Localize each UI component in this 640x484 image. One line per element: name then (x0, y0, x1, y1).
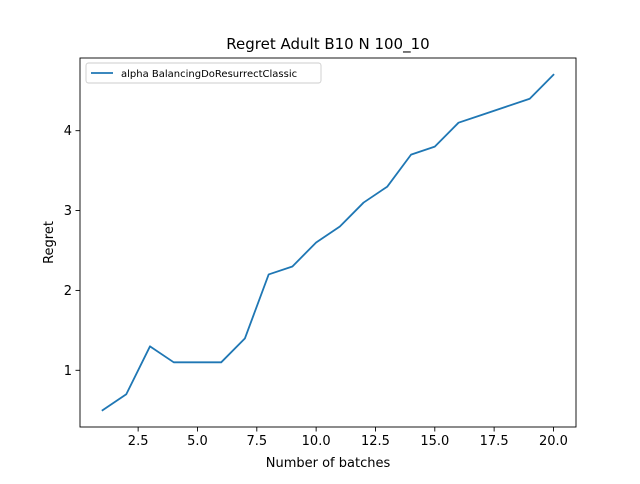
y-tick-label: 1 (64, 364, 72, 379)
x-axis-label: Number of batches (266, 456, 391, 471)
data-point (125, 393, 127, 395)
x-tick-label: 20.0 (539, 434, 568, 449)
x-tick-label: 7.5 (246, 434, 267, 449)
data-point (434, 146, 436, 148)
data-point (505, 106, 507, 108)
y-axis-ticks: 1 2 3 4 (64, 124, 80, 379)
x-tick-label: 17.5 (480, 434, 509, 449)
data-point (197, 361, 199, 363)
data-point (292, 266, 294, 268)
data-point (149, 345, 151, 347)
data-point (553, 74, 555, 76)
x-tick-label: 2.5 (128, 434, 149, 449)
data-point (173, 361, 175, 363)
data-point (410, 154, 412, 156)
data-point (386, 186, 388, 188)
data-point (315, 242, 317, 244)
x-tick-label: 5.0 (187, 434, 208, 449)
series-line-0 (101, 73, 555, 412)
data-point (220, 361, 222, 363)
data-point (339, 226, 341, 228)
plot-frame (79, 57, 577, 428)
x-tick-label: 10.0 (302, 434, 331, 449)
y-tick-label: 4 (64, 124, 72, 139)
x-axis-ticks: 2.5 5.0 7.5 10.0 12.5 15.0 17.5 20.0 (128, 427, 568, 449)
data-point (268, 274, 270, 276)
x-tick-label: 15.0 (420, 434, 449, 449)
data-point (363, 202, 365, 204)
data-point (102, 409, 104, 411)
legend-box (85, 62, 322, 84)
legend: alpha BalancingDoResurrectClassic (85, 62, 322, 84)
data-point (458, 122, 460, 124)
x-tick-label: 12.5 (361, 434, 390, 449)
series-group (101, 73, 555, 412)
data-point (529, 98, 531, 100)
y-axis-label: Regret (42, 221, 57, 264)
y-tick-label: 2 (64, 284, 72, 299)
chart-title: Regret Adult B10 N 100_10 (226, 35, 429, 54)
y-tick-label: 3 (64, 204, 72, 219)
data-point (244, 337, 246, 339)
legend-entry-label: alpha BalancingDoResurrectClassic (121, 69, 297, 80)
data-point (481, 114, 483, 116)
